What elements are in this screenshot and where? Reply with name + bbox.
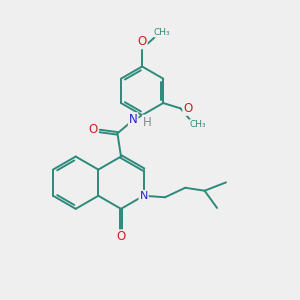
Text: O: O bbox=[88, 123, 98, 136]
Text: O: O bbox=[183, 102, 193, 115]
Text: N: N bbox=[140, 191, 148, 201]
Text: CH₃: CH₃ bbox=[190, 120, 207, 129]
Text: O: O bbox=[137, 35, 147, 48]
Text: O: O bbox=[116, 230, 126, 243]
Text: CH₃: CH₃ bbox=[154, 28, 171, 37]
Text: H: H bbox=[143, 116, 152, 129]
Text: N: N bbox=[129, 113, 138, 126]
